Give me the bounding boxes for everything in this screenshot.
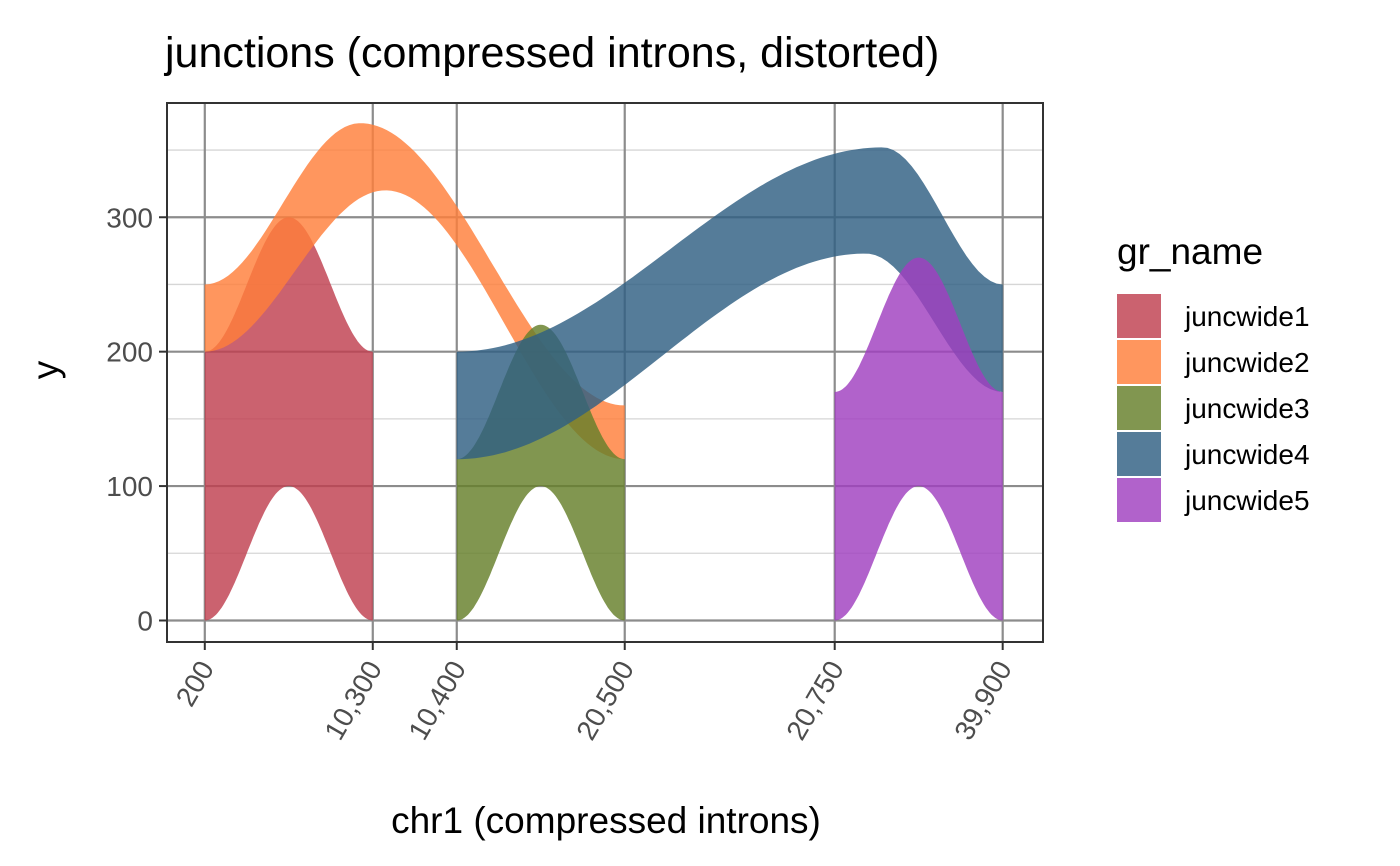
x-tick-label: 10,300 [318,656,388,746]
x-tick-label: 10,400 [402,656,472,746]
ribbon-juncwide5 [834,257,1003,621]
y-axis-title: y [25,360,66,379]
junction-ribbons [204,123,1003,621]
ribbon-juncwide4 [456,147,1003,460]
legend-key-juncwide1 [1117,294,1161,338]
chart-title: junctions (compressed introns, distorted… [163,29,939,77]
legend-label-juncwide3: juncwide3 [1184,393,1310,424]
panel-border [166,102,1044,643]
y-tick-label: 200 [106,337,153,368]
legend: gr_name juncwide1 juncwide2 juncwide3 juncw… [1117,231,1310,522]
legend-key-juncwide3 [1117,386,1161,430]
x-tick-label: 39,900 [948,656,1018,746]
legend-key-juncwide4 [1117,432,1161,476]
ribbon-juncwide2 [204,123,625,460]
legend-key-juncwide5 [1117,478,1161,522]
legend-label-juncwide4: juncwide4 [1184,439,1310,470]
x-tick-label: 200 [170,656,220,712]
legend-label-juncwide2: juncwide2 [1184,347,1310,378]
y-tick-label: 300 [106,202,153,233]
x-axis: 200 10,300 10,400 20,500 20,750 39,900 [170,642,1018,745]
panel-frame [166,102,1044,643]
legend-key-juncwide2 [1117,340,1161,384]
y-tick-label: 100 [106,471,153,502]
x-axis-title: chr1 (compressed introns) [391,800,821,841]
x-tick-label: 20,750 [780,656,850,746]
legend-label-juncwide5: juncwide5 [1184,485,1310,516]
legend-title: gr_name [1117,231,1263,272]
y-tick-label: 0 [137,605,153,636]
y-axis: 0 100 200 300 [106,202,167,636]
x-tick-label: 20,500 [570,656,640,746]
legend-label-juncwide1: juncwide1 [1184,301,1310,332]
